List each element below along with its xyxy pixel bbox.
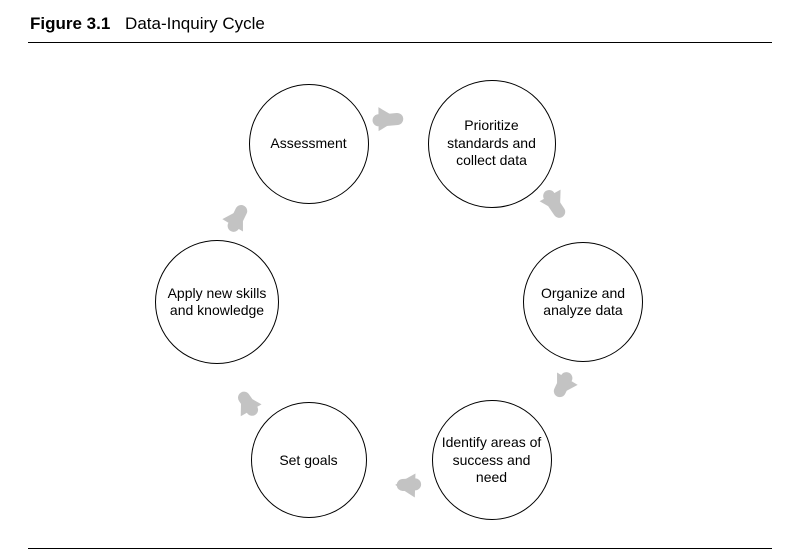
cycle-node-organize: Organize and analyze data: [523, 242, 643, 362]
cycle-arrow-organize-to-identify: [560, 378, 567, 391]
figure-label: Figure 3.1: [30, 14, 110, 33]
cycle-arrow-identify-to-setgoals: [403, 484, 415, 485]
cycle-arrows: [0, 50, 800, 550]
cycle-arrow-assessment-to-prioritize: [379, 119, 398, 120]
cycle-node-apply: Apply new skills and knowledge: [155, 240, 279, 364]
cycle-node-prioritize: Prioritize standards and collect data: [428, 80, 556, 208]
figure-header: Figure 3.1 Data-Inquiry Cycle: [30, 14, 265, 34]
cycle-arrowhead-apply-to-assessment: [222, 208, 243, 231]
cycle-arrowhead-identify-to-setgoals: [395, 473, 415, 497]
cycle-arrow-prioritize-to-organize: [549, 196, 559, 212]
cycle-node-setgoals: Set goals: [251, 402, 367, 518]
cycle-node-identify: Identify areas of success and need: [432, 400, 552, 520]
cycle-arrowhead-organize-to-identify: [557, 373, 578, 396]
cycle-arrow-apply-to-assessment: [234, 211, 242, 226]
cycle-arrow-setgoals-to-apply: [244, 398, 252, 410]
header-rule: [28, 42, 772, 43]
footer-rule: [28, 548, 772, 549]
cycle-node-assessment: Assessment: [249, 84, 369, 204]
figure-title: Data-Inquiry Cycle: [125, 14, 265, 33]
cycle-diagram: Assessment Prioritize standards and colle…: [0, 50, 800, 550]
cycle-arrowhead-prioritize-to-organize: [540, 190, 561, 213]
cycle-arrowhead-setgoals-to-apply: [241, 393, 262, 416]
cycle-arrowhead-assessment-to-prioritize: [378, 107, 398, 131]
